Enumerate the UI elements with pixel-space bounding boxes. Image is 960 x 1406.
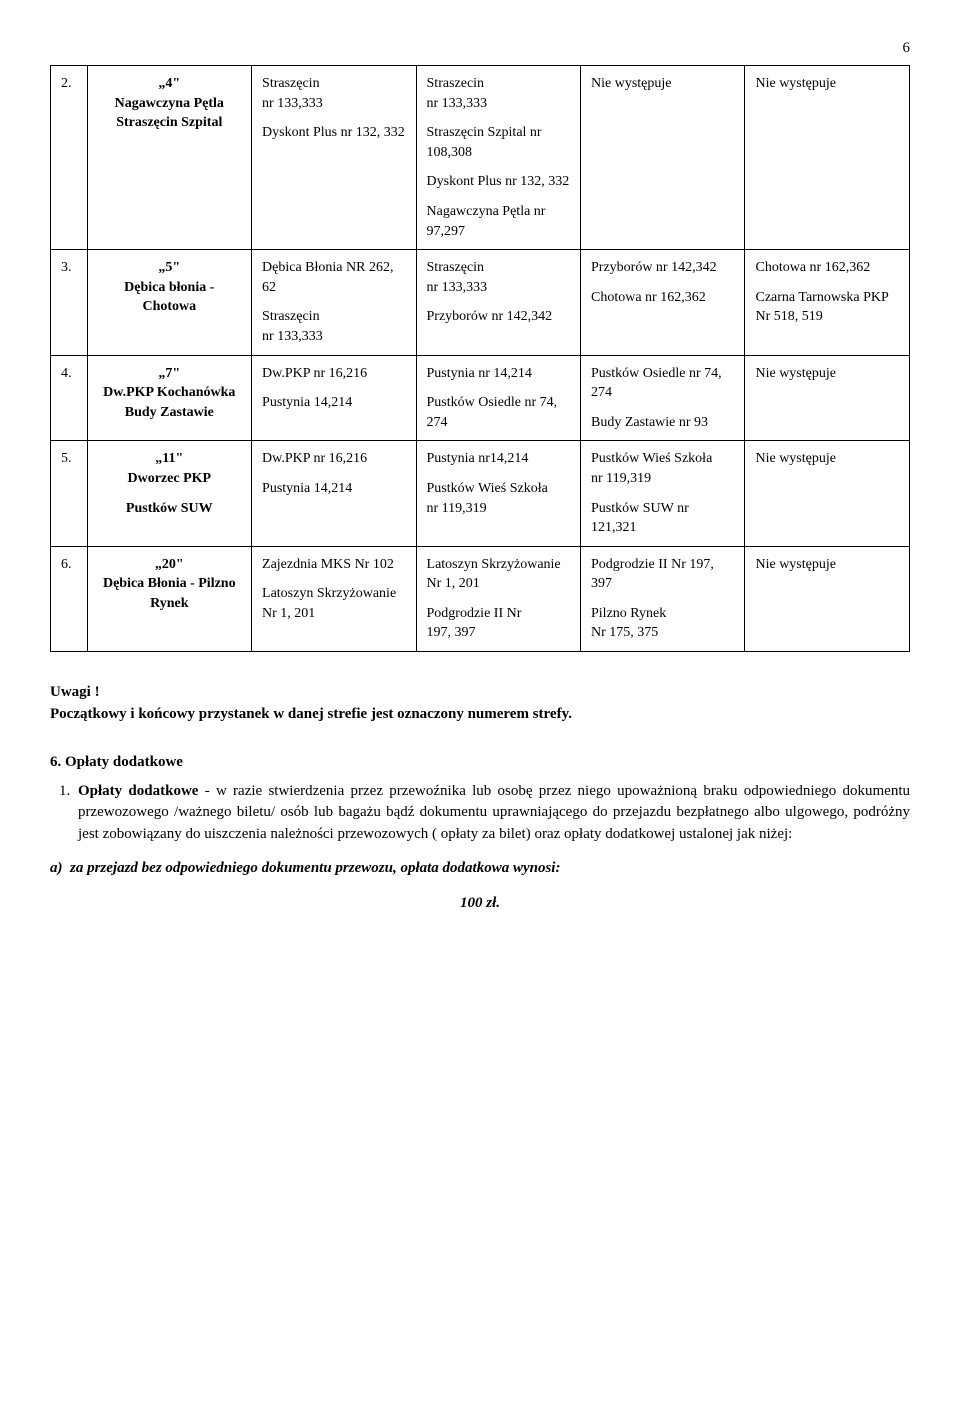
data-cell: Dębica Błonia NR 262, 62 Straszęcinnr 133…: [252, 250, 416, 355]
cell-text: Nie występuje: [755, 364, 899, 384]
data-cell: Nie występuje: [745, 546, 910, 651]
row-num: 4.: [51, 355, 88, 441]
amount: 100 zł.: [50, 895, 910, 912]
data-cell: Latoszyn Skrzyżowanie Nr 1, 201 Podgrodzi…: [416, 546, 580, 651]
data-cell: Pustynia nr 14,214 Pustków Osiedle nr 74,…: [416, 355, 580, 441]
cell-text: Nie występuje: [591, 74, 734, 94]
cell-text: Straszęcinnr 133,333: [427, 258, 570, 297]
uwagi-section: Uwagi ! Początkowy i końcowy przystanek …: [50, 682, 910, 726]
cell-text: Nie występuje: [755, 449, 899, 469]
route-name-cell: „4"Nagawczyna Pętla Straszęcin Szpital: [87, 66, 251, 250]
data-cell: Pustynia nr14,214 Pustków Wieś Szkoła nr …: [416, 441, 580, 546]
cell-text: Chotowa nr 162,362: [755, 258, 899, 278]
sub-a-label: a): [50, 860, 63, 876]
cell-text: Latoszyn Skrzyżowanie Nr 1, 201: [427, 555, 570, 594]
table-row: 2.„4"Nagawczyna Pętla Straszęcin Szpital…: [51, 66, 910, 250]
cell-text: Zajezdnia MKS Nr 102: [262, 555, 405, 575]
data-cell: Straszęcinnr 133,333 Przyborów nr 142,342: [416, 250, 580, 355]
cell-text: Pustków SUW nr 121,321: [591, 499, 734, 538]
cell-text: Pilzno RynekNr 175, 375: [591, 604, 734, 643]
data-cell: Zajezdnia MKS Nr 102 Latoszyn Skrzyżowani…: [252, 546, 416, 651]
data-cell: Straszęcinnr 133,333 Dyskont Plus nr 132,…: [252, 66, 416, 250]
route-name-cell: „5"Dębica błonia - Chotowa: [87, 250, 251, 355]
section6-title: 6. Opłaty dodatkowe: [50, 754, 910, 771]
data-cell: Dw.PKP nr 16,216 Pustynia 14,214: [252, 441, 416, 546]
data-cell: Pustków Osiedle nr 74, 274 Budy Zastawie …: [581, 355, 745, 441]
route-name-cell: „7"Dw.PKP Kochanówka Budy Zastawie: [87, 355, 251, 441]
uwagi-text: Początkowy i końcowy przystanek w danej …: [50, 706, 572, 722]
cell-text: Pustynia 14,214: [262, 393, 405, 413]
uwagi-label: Uwagi !: [50, 684, 100, 700]
row-num: 2.: [51, 66, 88, 250]
cell-text: Podgrodzie II Nr 197, 397: [591, 555, 734, 594]
sub-a-text: za przejazd bez odpowiedniego dokumentu …: [70, 860, 560, 876]
cell-text: Pustków Osiedle nr 74, 274: [591, 364, 734, 403]
row-num: 5.: [51, 441, 88, 546]
cell-text: Przyborów nr 142,342: [427, 307, 570, 327]
cell-text: Straszecin nr 133,333: [427, 74, 570, 113]
row-num: 3.: [51, 250, 88, 355]
cell-text: Dębica Błonia NR 262, 62: [262, 258, 405, 297]
data-cell: Przyborów nr 142,342 Chotowa nr 162,362: [581, 250, 745, 355]
cell-text: Pustynia nr 14,214: [427, 364, 570, 384]
route-name-cell: „20"Dębica Błonia - Pilzno Rynek: [87, 546, 251, 651]
data-cell: Pustków Wieś Szkoła nr 119,319 Pustków SU…: [581, 441, 745, 546]
route-name-cell: „11"Dworzec PKPPustków SUW: [87, 441, 251, 546]
cell-text: Pustków Osiedle nr 74, 274: [427, 393, 570, 432]
oplaty-item-1: Opłaty dodatkowe - w razie stwierdzenia …: [74, 781, 910, 846]
cell-text: Nagawczyna Pętla nr 97,297: [427, 202, 570, 241]
cell-text: Dyskont Plus nr 132, 332: [427, 172, 570, 192]
data-cell: Chotowa nr 162,362 Czarna Tarnowska PKP N…: [745, 250, 910, 355]
cell-text: Chotowa nr 162,362: [591, 288, 734, 308]
data-cell: Nie występuje: [745, 441, 910, 546]
page-number: 6: [50, 40, 910, 57]
table-row: 5.„11"Dworzec PKPPustków SUWDw.PKP nr 16…: [51, 441, 910, 546]
item1-label: Opłaty dodatkowe: [78, 783, 198, 799]
cell-text: Dw.PKP nr 16,216: [262, 449, 405, 469]
row-num: 6.: [51, 546, 88, 651]
cell-text: Pustków Wieś Szkoła nr 119,319: [427, 479, 570, 518]
cell-text: Latoszyn SkrzyżowanieNr 1, 201: [262, 584, 405, 623]
table-row: 4.„7"Dw.PKP Kochanówka Budy ZastawieDw.P…: [51, 355, 910, 441]
cell-text: Pustynia 14,214: [262, 479, 405, 499]
data-cell: Nie występuje: [581, 66, 745, 250]
cell-text: Dw.PKP nr 16,216: [262, 364, 405, 384]
oplaty-list: Opłaty dodatkowe - w razie stwierdzenia …: [50, 781, 910, 846]
cell-text: Straszęcinnr 133,333: [262, 74, 405, 113]
data-cell: Nie występuje: [745, 355, 910, 441]
table-row: 6.„20"Dębica Błonia - Pilzno RynekZajezd…: [51, 546, 910, 651]
cell-text: Budy Zastawie nr 93: [591, 413, 734, 433]
sub-a: a) za przejazd bez odpowiedniego dokumen…: [50, 858, 910, 880]
routes-table: 2.„4"Nagawczyna Pętla Straszęcin Szpital…: [50, 65, 910, 652]
table-row: 3.„5"Dębica błonia - ChotowaDębica Błoni…: [51, 250, 910, 355]
cell-text: Czarna Tarnowska PKP Nr 518, 519: [755, 288, 899, 327]
item1-text: - w razie stwierdzenia przez przewoźnika…: [78, 783, 910, 843]
cell-text: Straszęcin Szpital nr 108,308: [427, 123, 570, 162]
cell-text: Pustków Wieś Szkoła nr 119,319: [591, 449, 734, 488]
cell-text: Nie występuje: [755, 74, 899, 94]
cell-text: Przyborów nr 142,342: [591, 258, 734, 278]
data-cell: Nie występuje: [745, 66, 910, 250]
cell-text: Podgrodzie II Nr197, 397: [427, 604, 570, 643]
cell-text: Pustynia nr14,214: [427, 449, 570, 469]
cell-text: Dyskont Plus nr 132, 332: [262, 123, 405, 143]
data-cell: Podgrodzie II Nr 197, 397 Pilzno RynekNr …: [581, 546, 745, 651]
data-cell: Straszecin nr 133,333 Straszęcin Szpital …: [416, 66, 580, 250]
cell-text: Straszęcinnr 133,333: [262, 307, 405, 346]
data-cell: Dw.PKP nr 16,216 Pustynia 14,214: [252, 355, 416, 441]
cell-text: Nie występuje: [755, 555, 899, 575]
